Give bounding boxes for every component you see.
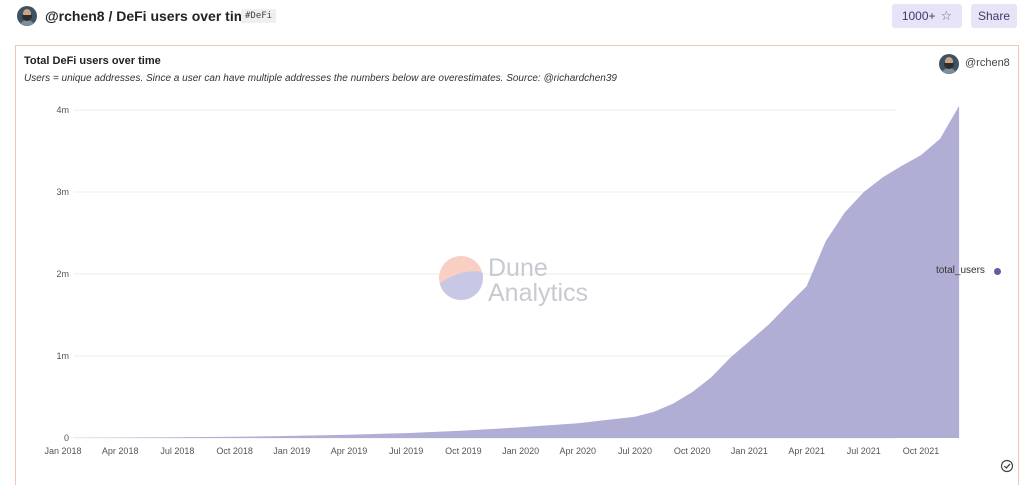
- tag-badge[interactable]: #DeFi: [241, 9, 277, 23]
- y-tick-label: 1m: [56, 351, 69, 361]
- x-tick-label: Apr 2021: [788, 446, 825, 456]
- x-tick-label: Oct 2021: [903, 446, 940, 456]
- x-tick-label: Jan 2019: [273, 446, 310, 456]
- chart-panel: Total DeFi users over time Users = uniqu…: [15, 45, 1019, 485]
- author-avatar-icon[interactable]: [939, 54, 959, 74]
- x-tick-label: Oct 2020: [674, 446, 711, 456]
- x-axis-ticks: Jan 2018 Apr 2018 Jul 2018 Oct 2018 Jan 2019…: [44, 446, 939, 456]
- legend-dot: [994, 268, 1001, 275]
- y-tick-label: 3m: [56, 187, 69, 197]
- x-tick-label: Apr 2020: [560, 446, 597, 456]
- favorite-button[interactable]: 1000+ ☆: [892, 4, 962, 28]
- user-avatar-icon[interactable]: [17, 6, 37, 26]
- check-circle-icon[interactable]: [1000, 459, 1014, 473]
- total-users-area: [63, 105, 960, 439]
- share-button[interactable]: Share: [971, 4, 1017, 28]
- x-tick-label: Apr 2018: [102, 446, 139, 456]
- watermark-line1: Dune: [488, 254, 548, 282]
- legend-label-total-users[interactable]: total_users: [936, 265, 985, 276]
- x-tick-label: Jul 2018: [160, 446, 194, 456]
- star-icon: ☆: [940, 8, 953, 23]
- y-tick-label: 0: [64, 433, 69, 443]
- y-axis-ticks: 0 1m 2m 3m 4m: [56, 105, 69, 443]
- dashboard-title: @rchen8 / DeFi users over time: [45, 8, 254, 24]
- x-tick-label: Jan 2021: [731, 446, 768, 456]
- x-tick-label: Oct 2019: [445, 446, 482, 456]
- author-name[interactable]: @rchen8: [965, 57, 1010, 69]
- panel-title: Total DeFi users over time: [24, 55, 161, 67]
- area-chart: Dune Analytics 0 1m 2m 3m 4m Jan 2018 Apr 201…: [44, 105, 960, 456]
- top-bar: @rchen8 / DeFi users over time #DeFi 100…: [0, 0, 1024, 34]
- x-tick-label: Apr 2019: [331, 446, 368, 456]
- panel-subtitle: Users = unique addresses. Since a user c…: [24, 73, 617, 84]
- x-tick-label: Jul 2021: [847, 446, 881, 456]
- dune-watermark: Dune Analytics: [439, 254, 588, 307]
- y-tick-label: 2m: [56, 269, 69, 279]
- favorite-count: 1000+: [901, 9, 936, 23]
- watermark-line2: Analytics: [488, 279, 588, 307]
- x-tick-label: Oct 2018: [216, 446, 253, 456]
- y-tick-label: 4m: [56, 105, 69, 115]
- x-tick-label: Jan 2018: [44, 446, 81, 456]
- x-tick-label: Jul 2020: [618, 446, 652, 456]
- x-tick-label: Jan 2020: [502, 446, 539, 456]
- x-tick-label: Jul 2019: [389, 446, 423, 456]
